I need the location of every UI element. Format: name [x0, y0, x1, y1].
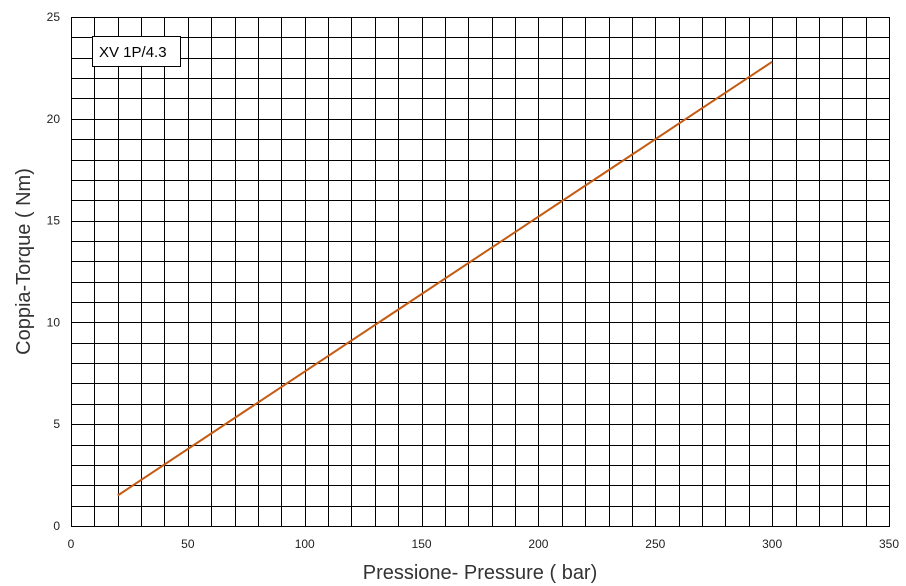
y-tick-label: 5: [53, 417, 60, 431]
x-tick-label: 200: [528, 537, 548, 551]
series-line: [117, 60, 773, 497]
x-tick-label: 250: [645, 537, 665, 551]
x-tick-label: 50: [181, 537, 195, 551]
y-tick-labels: 0 5 10 15 20 25: [47, 10, 61, 533]
y-tick-label: 25: [47, 10, 61, 24]
y-tick-label: 0: [53, 519, 60, 533]
x-axis-title: Pressione- Pressure ( bar): [363, 562, 598, 584]
x-tick-label: 0: [68, 537, 75, 551]
series-layer: [117, 60, 773, 497]
x-tick-label: 100: [295, 537, 315, 551]
y-tick-label: 10: [47, 315, 61, 329]
x-tick-labels: 0 50 100 150 200 250 300 350: [68, 537, 900, 551]
legend: XV 1P/4.3: [92, 36, 181, 67]
legend-box: [92, 36, 181, 67]
x-tick-label: 150: [412, 537, 432, 551]
plot-frame: [71, 17, 890, 527]
y-axis-title: Coppia-Torque ( Nm): [13, 168, 35, 355]
x-tick-label: 300: [762, 537, 782, 551]
grid-layer: [71, 17, 890, 527]
x-tick-label: 350: [879, 537, 899, 551]
y-tick-label: 15: [47, 214, 61, 228]
legend-label: XV 1P/4.3: [99, 44, 167, 61]
y-tick-label: 20: [47, 112, 61, 126]
